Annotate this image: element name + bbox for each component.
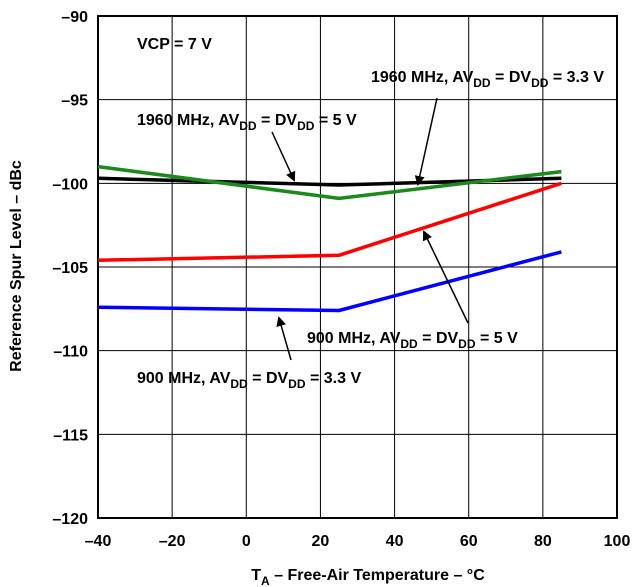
annotation-900-5v: 900 MHz, AVDD = DVDD = 5 V bbox=[307, 330, 518, 351]
x-tick-label: 100 bbox=[604, 533, 631, 550]
annotation-arrows bbox=[271, 97, 469, 361]
x-tick-label: 80 bbox=[534, 533, 552, 550]
x-tick-label: –20 bbox=[159, 533, 186, 550]
x-tick-labels: –40 –20 0 20 40 60 80 100 bbox=[85, 533, 631, 550]
annotations: VCP = 7 V 1960 MHz, AVDD = DVDD = 3.3 V 19… bbox=[137, 36, 604, 391]
grid bbox=[97, 15, 618, 519]
y-tick-label: –105 bbox=[52, 260, 88, 277]
x-tick-label: 20 bbox=[312, 533, 330, 550]
y-tick-label: –100 bbox=[52, 176, 88, 193]
annotation-1960-3p3v: 1960 MHz, AVDD = DVDD = 3.3 V bbox=[371, 69, 604, 90]
arrow-1960-3p3v bbox=[414, 97, 438, 186]
y-tick-label: –90 bbox=[61, 9, 88, 26]
x-tick-label: –40 bbox=[85, 533, 112, 550]
x-tick-label: 0 bbox=[242, 533, 251, 550]
x-tick-label: 60 bbox=[460, 533, 478, 550]
y-axis-label: Reference Spur Level – dBc bbox=[8, 160, 25, 372]
y-tick-label: –120 bbox=[52, 511, 88, 528]
series-line-3 bbox=[97, 250, 562, 313]
plot-frame bbox=[97, 15, 618, 519]
arrow-1960-5v bbox=[271, 131, 296, 182]
series-layer bbox=[97, 164, 562, 313]
y-tick-labels: –90 –95 –100 –105 –110 –115 –120 bbox=[52, 9, 88, 528]
annotation-1960-5v: 1960 MHz, AVDD = DVDD = 5 V bbox=[137, 112, 357, 133]
series-line-1 bbox=[97, 164, 562, 201]
arrow-900-5v bbox=[422, 230, 469, 324]
arrow-900-3p3v bbox=[276, 316, 292, 361]
x-axis-label: TA – Free-Air Temperature – °C bbox=[251, 567, 485, 587]
x-tick-label: 40 bbox=[386, 533, 404, 550]
series-line-2 bbox=[97, 181, 562, 263]
annotation-vcp: VCP = 7 V bbox=[137, 36, 212, 53]
annotation-900-3p3v: 900 MHz, AVDD = DVDD = 3.3 V bbox=[137, 370, 361, 391]
y-tick-label: –110 bbox=[53, 344, 88, 361]
y-tick-label: –115 bbox=[53, 427, 88, 444]
y-tick-label: –95 bbox=[61, 93, 88, 110]
